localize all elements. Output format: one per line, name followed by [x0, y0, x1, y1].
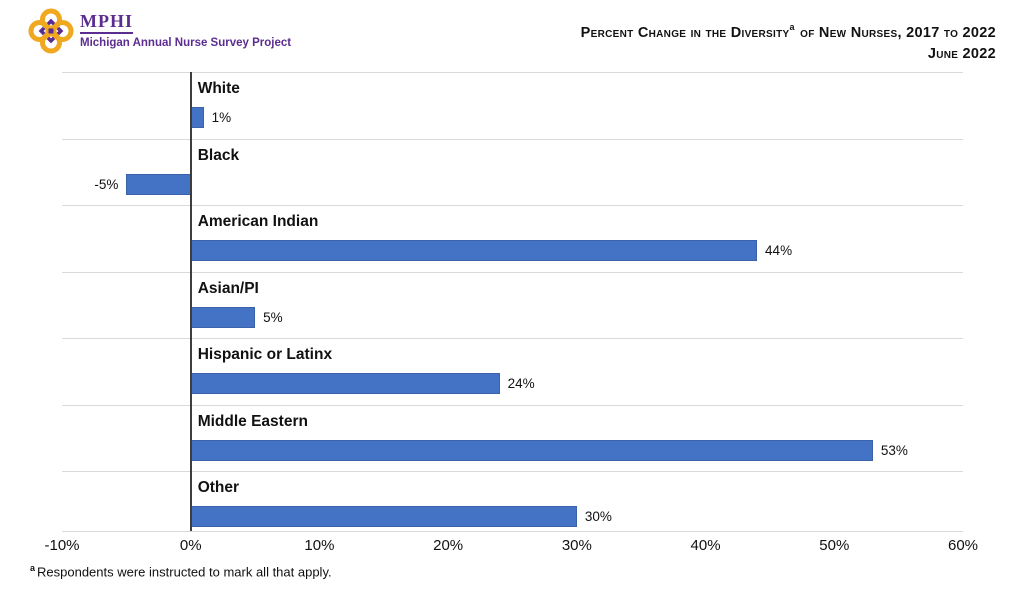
category-label: Black — [197, 146, 240, 164]
report-title-line1: Percent Change in the Diversitya of New … — [580, 22, 996, 41]
chart-row: Middle Eastern 53% — [62, 404, 963, 472]
mphi-logo: MPHI Michigan Annual Nurse Survey Projec… — [28, 8, 291, 54]
bar — [190, 506, 577, 528]
title-footnote-marker: a — [789, 22, 795, 32]
category-label: Asian/PI — [197, 279, 259, 297]
value-label: 30% — [584, 509, 612, 525]
logo-acronym: MPHI — [80, 12, 133, 34]
report-subtitle: June 2022 — [927, 45, 996, 62]
value-label: 1% — [211, 110, 232, 125]
value-label: 5% — [263, 309, 283, 325]
x-axis-tick-label: 10% — [304, 537, 335, 554]
bar — [190, 306, 256, 328]
footnote-marker: a — [30, 563, 36, 573]
chart-row: American Indian 44% — [62, 205, 963, 272]
x-axis-tick-label: 30% — [561, 537, 592, 554]
chart-row: Hispanic or Latinx 24% — [62, 338, 963, 405]
bar-chart-plot-area: White 1% Black -5% American Indian 44% Asian/P… — [62, 72, 963, 532]
category-label: American Indian — [197, 213, 319, 231]
chart-row: Other 30% — [62, 471, 963, 538]
category-label: White — [197, 80, 240, 97]
category-label: Middle Eastern — [197, 412, 308, 430]
x-axis-tick-label: 60% — [947, 537, 979, 554]
category-label: Other — [197, 479, 240, 497]
report-title: Percent Change in the Diversitya of New … — [581, 22, 996, 65]
x-axis-tick-label: 50% — [819, 537, 850, 554]
category-label: Hispanic or Latinx — [197, 346, 333, 364]
bar — [190, 240, 758, 262]
x-axis-tick-label: 40% — [690, 537, 721, 554]
chart-row: Black -5% — [62, 138, 963, 206]
bar — [190, 439, 873, 461]
x-axis-tick-label: 0% — [179, 537, 202, 554]
bar — [190, 373, 500, 395]
x-axis-tick-label: -10% — [44, 537, 80, 554]
x-axis: -10% 0% 10% 20% 30% 40% 50% 60% — [44, 537, 978, 557]
footnote: a Respondents were instructed to mark all… — [30, 563, 332, 580]
bar — [190, 107, 204, 128]
chart-row: White 1% — [62, 72, 963, 139]
value-label: 24% — [507, 376, 535, 392]
value-label: 53% — [880, 442, 908, 458]
value-label: 44% — [765, 243, 793, 259]
chart-row: Asian/PI 5% — [62, 271, 963, 339]
logo-tagline: Michigan Annual Nurse Survey Project — [80, 36, 292, 49]
zero-axis-line — [189, 72, 192, 531]
quatrefoil-knot-icon — [28, 8, 74, 54]
bar — [126, 173, 191, 195]
value-label: -5% — [94, 176, 119, 192]
x-axis-tick-label: 20% — [433, 537, 464, 554]
